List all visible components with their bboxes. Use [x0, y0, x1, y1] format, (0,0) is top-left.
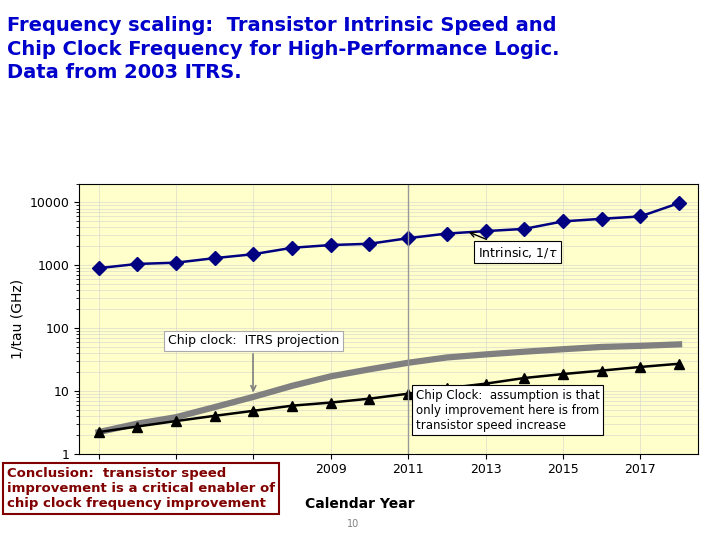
Text: Conclusion:  transistor speed
improvement is a critical enabler of
chip clock fr: Conclusion: transistor speed improvement… [7, 467, 275, 510]
Text: 10: 10 [346, 519, 359, 529]
Text: Frequency scaling:  Transistor Intrinsic Speed and
Chip Clock Frequency for High: Frequency scaling: Transistor Intrinsic … [7, 16, 559, 82]
Y-axis label: 1/tau (GHz): 1/tau (GHz) [10, 279, 24, 359]
Text: Calendar Year: Calendar Year [305, 497, 415, 511]
Text: Chip Clock:  assumption is that
only improvement here is from
transistor speed i: Chip Clock: assumption is that only impr… [416, 384, 600, 431]
Text: Intrinsic, 1/$\tau$: Intrinsic, 1/$\tau$ [470, 232, 557, 260]
Text: Chip clock:  ITRS projection: Chip clock: ITRS projection [168, 334, 339, 390]
